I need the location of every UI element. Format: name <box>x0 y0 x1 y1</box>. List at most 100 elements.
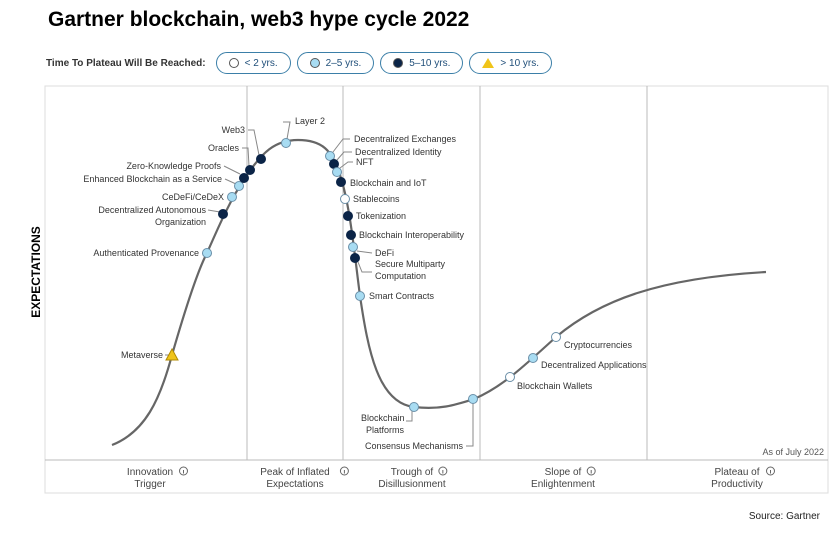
hype-curve <box>111 138 767 447</box>
leader-lines <box>165 121 474 447</box>
technology-label: Enhanced Blockchain as a Service <box>83 174 222 184</box>
technology-marker[interactable] <box>332 167 342 177</box>
info-icon[interactable] <box>586 466 596 476</box>
technology-label: Blockchain Interoperability <box>359 230 465 240</box>
technology-marker[interactable] <box>340 194 350 204</box>
technology-label: DeFi <box>375 248 394 258</box>
legend-pill-gt10[interactable]: > 10 yrs. <box>469 52 553 74</box>
legend-pill-2to5[interactable]: 2–5 yrs. <box>296 52 375 74</box>
leader-line <box>357 261 372 273</box>
y-axis-label: EXPECTATIONS <box>29 226 43 318</box>
leader-line <box>406 411 413 422</box>
info-icon[interactable] <box>339 466 349 476</box>
phase-label: Peak of Inflated <box>260 467 330 478</box>
info-icon[interactable] <box>766 466 775 476</box>
technology-label: Decentralized Autonomous <box>98 205 206 215</box>
technology-marker[interactable] <box>245 165 255 175</box>
phase-label-line2: Expectations <box>266 479 323 490</box>
technology-label: Blockchain <box>361 413 405 423</box>
technology-label: NFT <box>356 157 374 167</box>
info-icon[interactable] <box>438 466 448 476</box>
phase-label-line2: Trigger <box>134 479 166 490</box>
technology-label: Blockchain Wallets <box>517 381 593 391</box>
phase-label-line2: Disillusionment <box>378 479 445 490</box>
technology-label: Authenticated Provenance <box>93 248 199 258</box>
technology-label: CeDeFi/CeDeX <box>162 192 224 202</box>
technology-marker[interactable] <box>355 291 365 301</box>
technology-label: Cryptocurrencies <box>564 340 633 350</box>
triangle-icon <box>482 58 495 68</box>
triangle-marker[interactable] <box>165 347 179 361</box>
phase-label-line2: Enlightenment <box>531 479 595 490</box>
technology-label: Stablecoins <box>353 194 400 204</box>
technology-marker[interactable] <box>325 151 335 161</box>
technology-marker[interactable] <box>336 177 346 187</box>
technology-marker[interactable] <box>343 211 353 221</box>
leader-line <box>207 209 221 213</box>
technology-label-line2: Computation <box>375 271 426 281</box>
technology-label: Blockchain and IoT <box>350 178 427 188</box>
technology-marker[interactable] <box>551 332 561 342</box>
technology-label: Metaverse <box>121 350 163 360</box>
technology-marker[interactable] <box>505 372 515 382</box>
technology-marker[interactable] <box>281 138 291 148</box>
phase-label: Slope of <box>545 467 582 478</box>
leader-line <box>466 403 474 447</box>
source-note: Source: Gartner <box>748 511 820 522</box>
leader-line <box>283 121 291 140</box>
technology-marker[interactable] <box>256 154 266 164</box>
technology-label-line2: Organization <box>155 217 206 227</box>
technology-label: Secure Multiparty <box>375 259 446 269</box>
technology-label: Web3 <box>222 125 245 135</box>
technology-marker[interactable] <box>468 394 478 404</box>
leader-line <box>242 147 250 167</box>
technology-marker[interactable] <box>218 209 228 219</box>
leader-line <box>223 165 241 175</box>
technology-marker[interactable] <box>346 230 356 240</box>
chart-frame <box>44 85 829 494</box>
technology-label: Tokenization <box>356 211 406 221</box>
legend-pill-5to10[interactable]: 5–10 yrs. <box>380 52 464 74</box>
phase-label: Innovation <box>127 467 173 478</box>
technology-label: Consensus Mechanisms <box>365 441 464 451</box>
legend-text: 2–5 yrs. <box>325 57 362 69</box>
info-icon[interactable] <box>179 466 188 476</box>
technology-label-line2: Platforms <box>366 425 405 435</box>
technology-label: Decentralized Applications <box>541 360 647 370</box>
as-of-label: As of July 2022 <box>762 447 824 457</box>
legend: Time To Plateau Will Be Reached: < 2 yrs… <box>46 52 553 74</box>
technology-label: Layer 2 <box>295 116 325 126</box>
technology-marker[interactable] <box>409 402 419 412</box>
phase-label: Plateau of <box>714 467 759 478</box>
technology-marker[interactable] <box>528 353 538 363</box>
technology-label: Oracles <box>208 143 240 153</box>
technology-marker[interactable] <box>350 253 360 263</box>
legend-text: > 10 yrs. <box>500 57 540 69</box>
light-blue-circle-icon <box>309 58 320 68</box>
technology-marker[interactable] <box>348 242 358 252</box>
leader-line <box>336 151 352 161</box>
leader-line <box>339 161 353 169</box>
leader-line <box>332 138 350 153</box>
technology-label: Decentralized Exchanges <box>354 134 457 144</box>
white-circle-icon <box>228 58 239 68</box>
technology-label: Zero-Knowledge Proofs <box>126 161 221 171</box>
technology-marker[interactable] <box>234 181 244 191</box>
leader-line <box>248 129 260 156</box>
legend-label: Time To Plateau Will Be Reached: <box>46 57 206 69</box>
phase-label: Trough of <box>391 467 434 478</box>
leader-line <box>356 250 373 254</box>
legend-text: 5–10 yrs. <box>409 57 451 69</box>
page-title: Gartner blockchain, web3 hype cycle 2022 <box>48 8 470 31</box>
leader-line <box>224 178 237 185</box>
technology-marker[interactable] <box>239 173 249 183</box>
phase-label-line2: Productivity <box>711 479 763 490</box>
technology-label: Decentralized Identity <box>355 147 442 157</box>
dark-blue-circle-icon <box>393 58 404 68</box>
legend-pill-lt2[interactable]: < 2 yrs. <box>215 52 291 74</box>
legend-text: < 2 yrs. <box>244 57 278 69</box>
technology-marker[interactable] <box>227 192 237 202</box>
technology-marker[interactable] <box>202 248 212 258</box>
technology-label: Smart Contracts <box>369 291 435 301</box>
